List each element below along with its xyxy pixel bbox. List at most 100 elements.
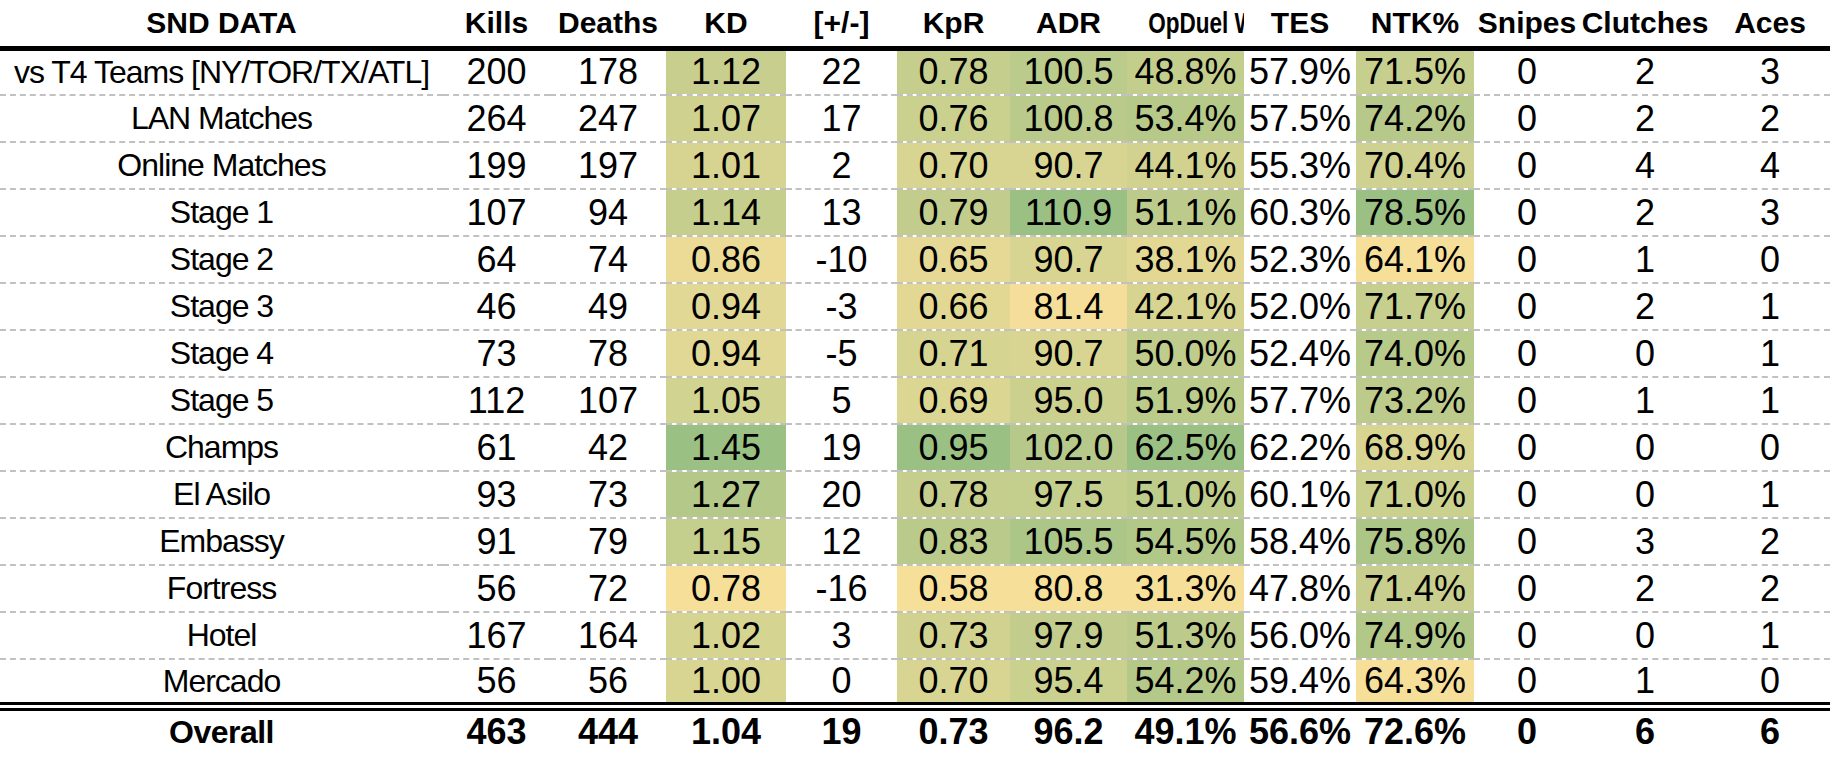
cell-adr: 80.8 [1010,565,1127,612]
cell-deaths: 164 [550,612,666,659]
cell-ntk: 72.6% [1356,707,1474,754]
cell-tes: 57.7% [1244,377,1356,424]
column-header-snipes: Snipes [1474,0,1580,48]
cell-kpr: 0.69 [897,377,1010,424]
cell-snipes: 0 [1474,612,1580,659]
column-header-kd: KD [666,0,786,48]
cell-ntk: 70.4% [1356,142,1474,189]
cell-snipes: 0 [1474,377,1580,424]
column-header-label: TES [1271,6,1329,40]
table-row-el-asilo: El Asilo93731.27200.7897.551.0%60.1%71.0… [0,471,1830,518]
cell-adr: 95.4 [1010,659,1127,707]
cell-clutches: 0 [1580,330,1710,377]
cell-opduel-w: 38.1% [1127,236,1244,283]
cell-kd: 1.04 [666,707,786,754]
cell-: 19 [786,707,897,754]
table-row-vs-t4-teams-ny-tor-tx-atl: vs T4 Teams [NY/TOR/TX/ATL]2001781.12220… [0,48,1830,95]
row-label: Stage 2 [0,236,443,283]
cell-kpr: 0.58 [897,565,1010,612]
cell-clutches: 0 [1580,424,1710,471]
column-header-label: ADR [1036,6,1101,40]
cell-tes: 56.0% [1244,612,1356,659]
cell-aces: 3 [1710,48,1830,95]
cell-opduel-w: 54.5% [1127,518,1244,565]
cell-kd: 0.78 [666,565,786,612]
cell-deaths: 178 [550,48,666,95]
cell-snipes: 0 [1474,142,1580,189]
column-header-label: Clutches [1582,6,1709,40]
column-header-clutches: Clutches [1580,0,1710,48]
cell-aces: 2 [1710,565,1830,612]
cell-adr: 96.2 [1010,707,1127,754]
cell-kd: 0.94 [666,283,786,330]
cell-deaths: 49 [550,283,666,330]
column-header-label: Kills [465,6,528,40]
cell-: -5 [786,330,897,377]
cell-opduel-w: 62.5% [1127,424,1244,471]
cell-kills: 107 [443,189,550,236]
cell-tes: 47.8% [1244,565,1356,612]
cell-kd: 1.07 [666,95,786,142]
cell-snipes: 0 [1474,424,1580,471]
table-row-hotel: Hotel1671641.0230.7397.951.3%56.0%74.9%0… [0,612,1830,659]
cell-kills: 64 [443,236,550,283]
cell-kd: 1.12 [666,48,786,95]
cell-snipes: 0 [1474,565,1580,612]
cell-adr: 105.5 [1010,518,1127,565]
cell-clutches: 2 [1580,189,1710,236]
column-header-label: [+/-] [814,6,870,40]
cell-snipes: 0 [1474,236,1580,283]
cell-kpr: 0.83 [897,518,1010,565]
cell-tes: 60.3% [1244,189,1356,236]
cell-aces: 1 [1710,377,1830,424]
cell-tes: 60.1% [1244,471,1356,518]
cell-adr: 102.0 [1010,424,1127,471]
cell-deaths: 444 [550,707,666,754]
cell-kills: 61 [443,424,550,471]
cell-clutches: 0 [1580,612,1710,659]
cell-aces: 1 [1710,612,1830,659]
cell-kpr: 0.73 [897,612,1010,659]
cell-kd: 1.14 [666,189,786,236]
cell-aces: 1 [1710,283,1830,330]
cell-snipes: 0 [1474,518,1580,565]
cell-aces: 1 [1710,471,1830,518]
cell-ntk: 78.5% [1356,189,1474,236]
cell-deaths: 72 [550,565,666,612]
cell-: 20 [786,471,897,518]
cell-snipes: 0 [1474,95,1580,142]
cell-opduel-w: 54.2% [1127,659,1244,707]
row-label: Mercado [0,659,443,707]
cell-deaths: 79 [550,518,666,565]
column-header-label: SND DATA [146,6,297,40]
cell-ntk: 71.7% [1356,283,1474,330]
cell-: 19 [786,424,897,471]
cell-kpr: 0.95 [897,424,1010,471]
cell-deaths: 197 [550,142,666,189]
cell-clutches: 2 [1580,565,1710,612]
cell-kd: 1.05 [666,377,786,424]
cell-snipes: 0 [1474,659,1580,707]
cell-ntk: 74.2% [1356,95,1474,142]
cell-: -16 [786,565,897,612]
cell-adr: 90.7 [1010,142,1127,189]
cell-deaths: 56 [550,659,666,707]
cell-kd: 1.02 [666,612,786,659]
cell-kpr: 0.78 [897,48,1010,95]
cell-kills: 46 [443,283,550,330]
header-row: SND DATAKillsDeathsKD[+/-]KpRADROpDuel W… [0,0,1830,48]
column-header-opduel-w: OpDuel W% [1127,0,1244,48]
cell-ntk: 73.2% [1356,377,1474,424]
cell-kpr: 0.70 [897,142,1010,189]
cell-ntk: 68.9% [1356,424,1474,471]
row-label: Overall [0,707,443,754]
column-header-tes: TES [1244,0,1356,48]
column-header-kpr: KpR [897,0,1010,48]
row-label: Stage 4 [0,330,443,377]
cell-snipes: 0 [1474,707,1580,754]
cell-: 12 [786,518,897,565]
cell-kills: 73 [443,330,550,377]
cell-: 22 [786,48,897,95]
cell-kills: 264 [443,95,550,142]
cell-: 2 [786,142,897,189]
